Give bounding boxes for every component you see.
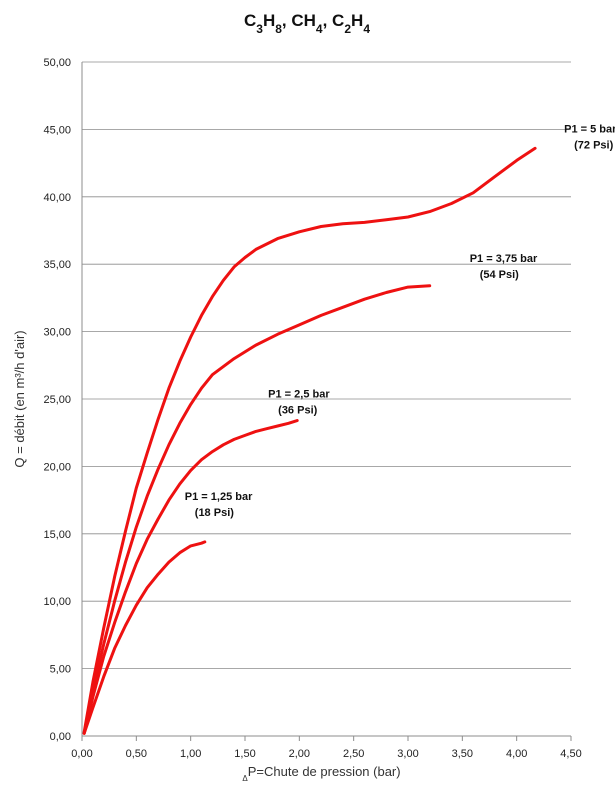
y-tick-label: 0,00 <box>50 731 71 743</box>
title-part: , CH <box>282 11 316 30</box>
chart-title: C3H8, CH4, C2H4 <box>244 11 370 36</box>
series-label-3-psi: (36 Psi) <box>278 405 317 417</box>
y-tick-label: 45,00 <box>43 124 71 136</box>
x-tick-label: 0,00 <box>71 748 92 760</box>
series-label-4-pressure: P1 = 1,25 bar <box>185 491 253 503</box>
x-axis-title-delta: Δ <box>242 774 248 783</box>
x-tick-label: 1,50 <box>234 748 255 760</box>
title-part: , C <box>323 11 345 30</box>
series-line-1 <box>82 146 537 734</box>
x-tick-label: 3,50 <box>452 748 473 760</box>
series-label-3-pressure: P1 = 2,5 bar <box>268 389 330 401</box>
title-part: C <box>244 11 256 30</box>
x-tick-label: 2,50 <box>343 748 364 760</box>
y-tick-label: 5,00 <box>50 664 71 676</box>
title-subscript: 4 <box>316 22 323 36</box>
series-label-1-pressure: P1 = 5 bar <box>564 123 615 135</box>
series-label-1-psi: (72 Psi) <box>574 139 613 151</box>
y-tick-label: 25,00 <box>43 394 71 406</box>
series-label-2-psi: (54 Psi) <box>480 269 519 281</box>
y-tick-label: 35,00 <box>43 259 71 271</box>
y-tick-label: 15,00 <box>43 529 71 541</box>
series-line-2 <box>82 284 432 735</box>
y-axis-title: Q = débit (en m³/h d'air) <box>12 330 27 467</box>
title-subscript: 3 <box>256 22 263 36</box>
series-label-2-pressure: P1 = 3,75 bar <box>470 253 538 265</box>
series-lines <box>82 146 537 735</box>
x-axis-title-text: P=Chute de pression (bar) <box>248 764 401 779</box>
title-subscript: 2 <box>344 22 351 36</box>
title-part: H <box>263 11 275 30</box>
title-subscript: 4 <box>363 22 370 36</box>
grid <box>82 61 571 737</box>
title-subscript: 8 <box>275 22 282 36</box>
series-line-4 <box>82 540 207 735</box>
y-tick-label: 30,00 <box>43 327 71 339</box>
title-part: H <box>351 11 363 30</box>
x-tick-label: 2,00 <box>289 748 310 760</box>
y-tick-label: 10,00 <box>43 596 71 608</box>
series-line-3 <box>82 419 299 735</box>
y-tick-label: 40,00 <box>43 192 71 204</box>
series-labels: P1 = 5 bar (72 Psi) P1 = 3,75 bar (54 Psi) P… <box>185 123 615 519</box>
x-tick-label: 3,00 <box>397 748 418 760</box>
axes: 0,00 5,00 10,00 15,00 20,00 25,00 30,00 35,00 40… <box>43 57 581 760</box>
x-tick-label: 4,50 <box>560 748 581 760</box>
x-tick-label: 1,00 <box>180 748 201 760</box>
y-tick-label: 20,00 <box>43 461 71 473</box>
x-tick-label: 0,50 <box>126 748 147 760</box>
y-tick-label: 50,00 <box>43 57 71 69</box>
series-label-4-psi: (18 Psi) <box>195 507 234 519</box>
x-tick-label: 4,00 <box>506 748 527 760</box>
x-axis-title: ΔP=Chute de pression (bar) <box>242 764 400 783</box>
